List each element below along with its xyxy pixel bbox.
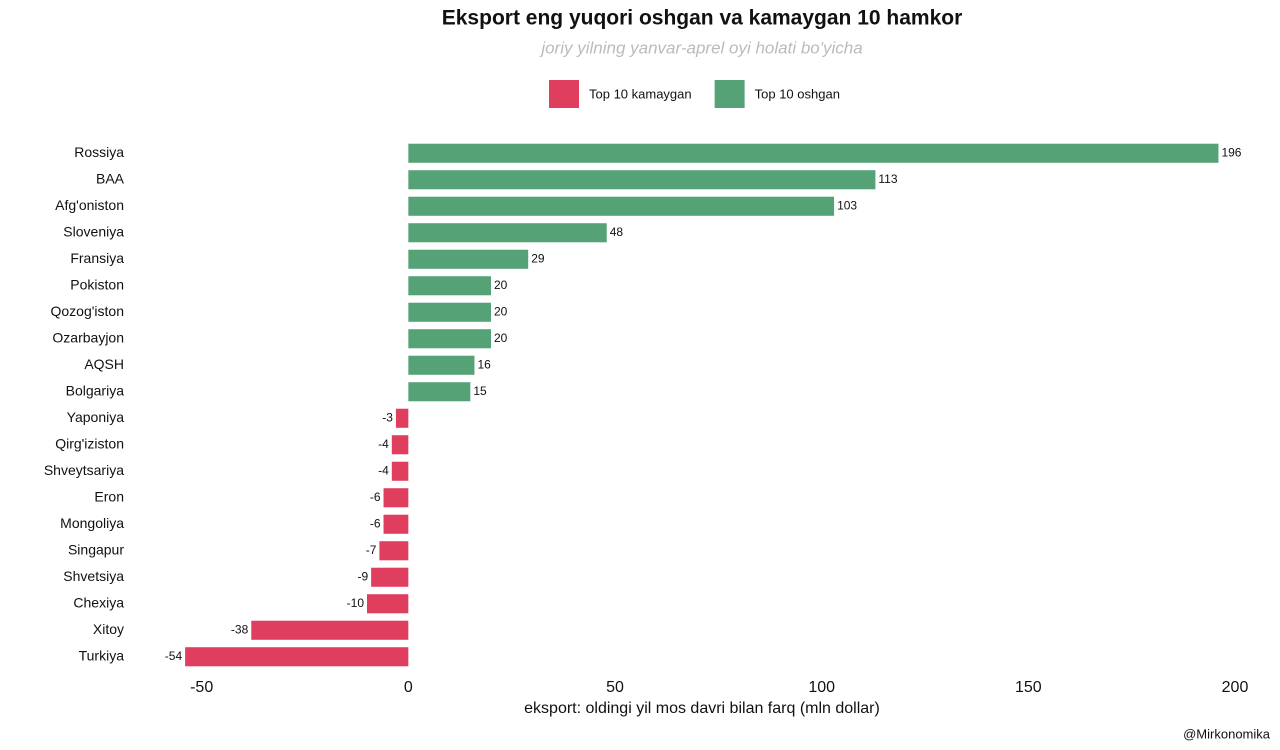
bar xyxy=(408,382,471,402)
x-tick-label: 50 xyxy=(606,679,624,696)
y-tick-label: Eron xyxy=(94,488,124,504)
value-label: -6 xyxy=(370,490,381,504)
bar xyxy=(391,435,409,455)
x-axis-label: eksport: oldingi yil mos davri bilan far… xyxy=(524,700,880,717)
bar xyxy=(408,223,607,243)
value-label: -4 xyxy=(378,437,389,451)
bar xyxy=(383,514,409,534)
value-label: -4 xyxy=(378,463,389,477)
y-tick-label: Rossiya xyxy=(74,144,124,160)
value-label: 103 xyxy=(837,198,857,212)
bar xyxy=(185,647,409,667)
y-tick-label: Pokiston xyxy=(70,276,124,292)
bar xyxy=(408,329,491,349)
value-label: 113 xyxy=(878,172,897,186)
y-tick-label: Afg'oniston xyxy=(55,197,124,213)
y-tick-label: Turkiya xyxy=(79,647,125,663)
value-label: 48 xyxy=(610,225,624,239)
legend-label: Top 10 oshgan xyxy=(755,86,840,101)
legend-swatch xyxy=(714,80,745,108)
legend-label: Top 10 kamaygan xyxy=(589,86,692,101)
y-tick-label: Bolgariya xyxy=(66,382,125,398)
bar xyxy=(408,196,835,216)
legend-swatch xyxy=(549,80,579,108)
value-label: -7 xyxy=(366,543,377,557)
x-tick-label: -50 xyxy=(190,679,213,696)
bar xyxy=(371,567,409,587)
x-tick-label: 100 xyxy=(808,679,835,696)
bar xyxy=(408,249,529,269)
y-tick-label: Shvetsiya xyxy=(63,568,124,584)
bar xyxy=(391,461,409,481)
bar xyxy=(395,408,409,428)
bar xyxy=(379,541,409,561)
source: @Mirkonomika xyxy=(1183,726,1271,741)
y-tick-label: Shveytsariya xyxy=(44,462,124,478)
bar xyxy=(408,170,876,190)
value-label: -3 xyxy=(382,410,393,424)
bar xyxy=(408,276,491,296)
value-label: 20 xyxy=(494,331,508,345)
chart-subtitle: joriy yilning yanvar-aprel oyi holati bo… xyxy=(539,38,862,57)
bar xyxy=(383,488,409,508)
value-label: 29 xyxy=(531,251,545,265)
y-tick-label: Xitoy xyxy=(93,621,124,637)
bar xyxy=(367,594,409,614)
y-tick-label: Singapur xyxy=(68,541,124,557)
y-tick-label: Qirg'iziston xyxy=(55,435,124,451)
y-tick-label: Sloveniya xyxy=(63,223,124,239)
bar xyxy=(408,355,475,375)
chart-title: Eksport eng yuqori oshgan va kamaygan 10… xyxy=(442,7,963,30)
bar xyxy=(408,302,491,322)
x-tick-label: 0 xyxy=(404,679,413,696)
y-tick-label: Qozog'iston xyxy=(51,303,125,319)
x-tick-label: 150 xyxy=(1015,679,1042,696)
y-tick-label: Yaponiya xyxy=(67,409,125,425)
value-label: -9 xyxy=(357,569,368,583)
value-label: 20 xyxy=(494,278,508,292)
value-label: -10 xyxy=(347,596,365,610)
y-tick-label: Ozarbayjon xyxy=(52,329,124,345)
value-label: -54 xyxy=(165,649,183,663)
bar xyxy=(408,143,1219,163)
value-label: -38 xyxy=(231,622,249,636)
y-tick-label: Fransiya xyxy=(70,250,124,266)
value-label: 16 xyxy=(477,357,491,371)
x-tick-label: 200 xyxy=(1222,679,1249,696)
y-tick-label: BAA xyxy=(96,170,125,186)
y-tick-label: Chexiya xyxy=(73,594,124,610)
value-label: 196 xyxy=(1221,145,1241,159)
y-tick-label: AQSH xyxy=(84,356,124,372)
value-label: -6 xyxy=(370,516,381,530)
value-label: 15 xyxy=(473,384,487,398)
value-label: 20 xyxy=(494,304,508,318)
y-tick-label: Mongoliya xyxy=(60,515,124,531)
bar xyxy=(251,620,409,640)
